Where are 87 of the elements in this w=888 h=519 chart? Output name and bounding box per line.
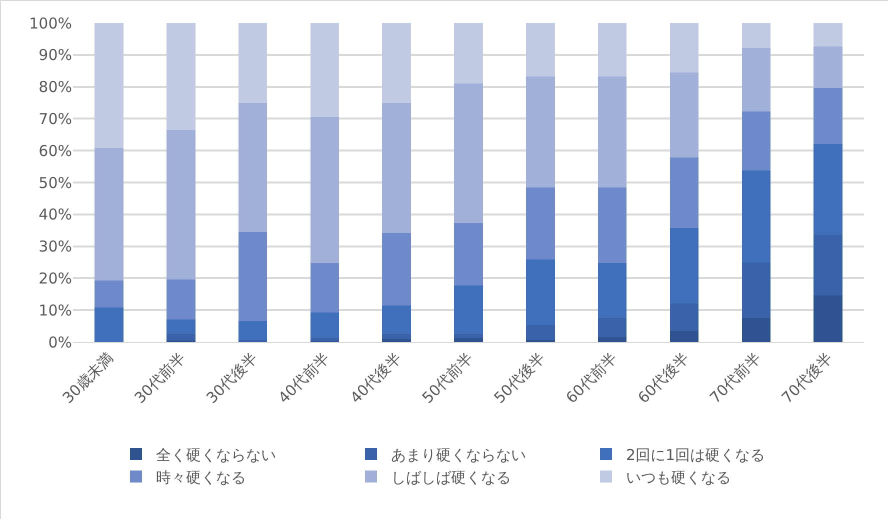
- x-tick-label: 60代前半: [562, 348, 620, 407]
- bar: [382, 306, 411, 334]
- y-tick-label: 90%: [38, 46, 72, 64]
- bar: [166, 279, 196, 320]
- bar: [814, 46, 842, 88]
- bar: [382, 232, 411, 306]
- x-tick-label: 60代後半: [634, 348, 692, 407]
- bar: [310, 23, 340, 117]
- bar: [166, 130, 196, 280]
- bar: [814, 235, 842, 296]
- bar: [238, 23, 268, 103]
- bar: [310, 338, 340, 342]
- bar: [742, 318, 771, 342]
- y-tick-label: 50%: [38, 174, 72, 192]
- bar: [382, 23, 411, 103]
- bar: [742, 48, 771, 112]
- x-tick-label: 30代後半: [202, 348, 261, 407]
- bar: [814, 295, 842, 342]
- bar: [454, 286, 483, 334]
- bar: [454, 23, 483, 84]
- bar: [454, 338, 483, 342]
- bar: [94, 148, 124, 280]
- legend-label: 全く硬くならない: [156, 446, 276, 464]
- bar: [598, 336, 627, 342]
- bar: [382, 102, 411, 233]
- x-tick-label: 30歳未満: [59, 348, 118, 407]
- y-tick-label: 70%: [38, 110, 72, 128]
- x-tick-label: 70代前半: [706, 348, 764, 407]
- x-tick-label: 50代前半: [418, 348, 477, 407]
- bar: [94, 308, 124, 342]
- bar: [454, 84, 483, 224]
- bar: [526, 188, 555, 260]
- x-tick-label: 40代後半: [346, 348, 405, 407]
- bar: [454, 223, 483, 286]
- x-tick-label: 50代後半: [490, 348, 549, 407]
- y-tick-label: 80%: [38, 78, 72, 96]
- bar: [670, 304, 699, 331]
- bar: [238, 232, 268, 321]
- bar: [526, 23, 555, 77]
- bar: [238, 320, 268, 340]
- bar: [742, 170, 771, 262]
- y-tick-label: 40%: [38, 206, 72, 224]
- bar: [310, 116, 340, 264]
- bar: [814, 144, 842, 236]
- x-tick-label: 70代後半: [778, 348, 836, 407]
- y-tick-label: 100%: [29, 14, 72, 32]
- y-tick-label: 20%: [38, 269, 72, 288]
- y-tick-label: 60%: [38, 142, 72, 160]
- bar: [310, 263, 340, 313]
- bar: [382, 334, 411, 340]
- bar: [670, 72, 699, 158]
- legend-label: いつも硬くなる: [626, 468, 731, 486]
- bar: [238, 102, 268, 232]
- bar: [310, 312, 340, 338]
- bar: [670, 23, 699, 72]
- legend-label: 時々硬くなる: [156, 468, 246, 486]
- bar: [454, 334, 483, 338]
- bar: [670, 330, 699, 342]
- bar: [166, 320, 196, 334]
- bar: [526, 259, 555, 325]
- legend-label: あまり硬くならない: [391, 446, 526, 464]
- bar: [598, 23, 627, 77]
- bar: [94, 280, 124, 308]
- bar: [742, 112, 771, 170]
- bar: [814, 88, 842, 144]
- bar: [598, 76, 627, 188]
- bar: [814, 23, 842, 46]
- x-tick-label: 40代前半: [274, 348, 333, 407]
- x-tick-label: 30代前半: [130, 348, 189, 407]
- bar: [598, 188, 627, 264]
- bar: [670, 228, 699, 304]
- y-tick-label: 0%: [48, 333, 72, 352]
- y-tick-label: 10%: [38, 301, 72, 320]
- bar: [166, 23, 196, 130]
- bar: [742, 262, 771, 318]
- bar: [598, 263, 627, 318]
- bar: [94, 23, 124, 148]
- bar: [742, 23, 771, 48]
- legend-label: しばしば硬くなる: [391, 468, 511, 486]
- bar: [598, 318, 627, 337]
- bar: [526, 324, 555, 340]
- y-tick-label: 30%: [38, 238, 72, 256]
- legend-label: 2回に1回は硬くなる: [626, 446, 766, 464]
- bar: [166, 334, 196, 340]
- bar: [382, 339, 411, 342]
- bar: [526, 76, 555, 188]
- bar: [670, 157, 699, 228]
